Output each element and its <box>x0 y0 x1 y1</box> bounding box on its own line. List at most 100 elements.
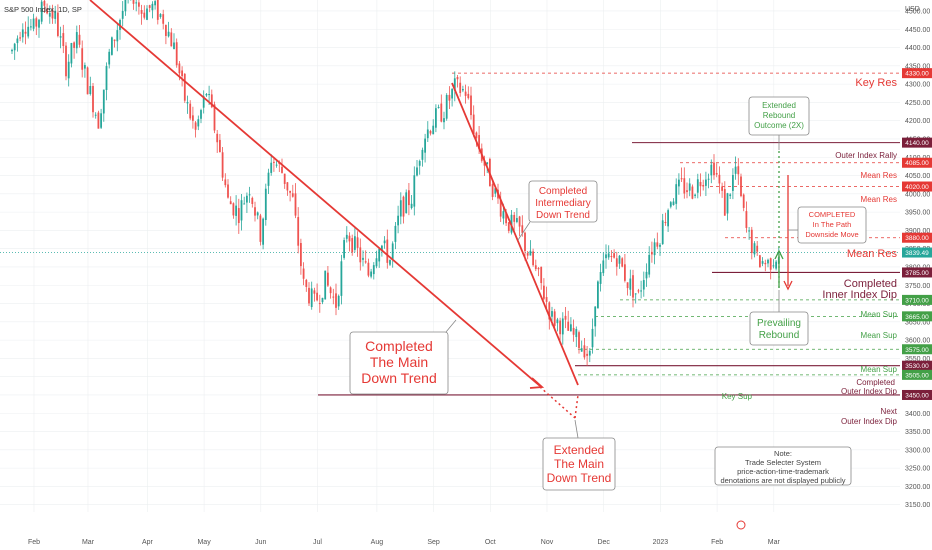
y-tick-label: 3650.00 <box>905 319 930 326</box>
candle-body <box>208 94 210 96</box>
candle-body <box>613 253 615 258</box>
completed-main-downtrend-box: Completed The Main Down Trend <box>349 319 457 395</box>
price-tag-label: 3530.00 <box>905 363 929 370</box>
candle-body <box>159 14 162 17</box>
candle-body <box>235 205 237 216</box>
candle-body <box>470 95 472 116</box>
candle-body <box>718 174 721 184</box>
candle-body <box>143 12 146 18</box>
candle-body <box>459 82 462 94</box>
candle-body <box>588 350 591 356</box>
y-tick-label: 4350.00 <box>905 63 930 70</box>
x-month-label: May <box>197 539 211 546</box>
candle-body <box>583 345 586 358</box>
candle-body <box>424 138 426 153</box>
candle-body <box>602 260 605 274</box>
label-mean-res-3880: Mean Res <box>847 248 898 260</box>
x-month-label: Jul <box>313 539 322 546</box>
candle-body <box>607 253 610 258</box>
candle-body <box>529 250 532 256</box>
price-tag-label: 4140.00 <box>905 140 929 147</box>
candle-body <box>548 302 551 320</box>
candle-body <box>70 43 73 64</box>
candle-body <box>102 89 105 114</box>
x-month-label: 2023 <box>653 539 669 546</box>
candle-body <box>462 88 464 91</box>
y-tick-label: 3150.00 <box>905 502 930 509</box>
label-mean-sup-3665: Mean Sup <box>861 331 898 340</box>
note-line4: denotations are not displayed publicly <box>720 476 845 485</box>
candle-body <box>580 348 583 352</box>
candle-body <box>408 190 410 206</box>
candle-body <box>443 118 445 123</box>
candle-body <box>297 217 300 246</box>
x-month-label: Mar <box>82 539 95 546</box>
candle-body <box>659 244 661 247</box>
candle-body <box>378 248 381 262</box>
candle-body <box>705 179 707 186</box>
candle-body <box>775 261 777 269</box>
completed-path-line1: COMPLETED <box>809 210 856 219</box>
candle-body <box>92 86 94 113</box>
candle-body <box>561 318 564 335</box>
candle-body <box>680 178 683 180</box>
candle-body <box>48 12 51 17</box>
note-line1: Note: <box>774 449 792 458</box>
candle-body <box>699 181 702 187</box>
candle-body <box>570 324 572 332</box>
candle-body <box>769 258 772 270</box>
candle-body <box>381 245 383 251</box>
prevailing-rebound-line2: Rebound <box>759 330 800 341</box>
candle-body <box>281 166 283 173</box>
event-marker-icon[interactable] <box>736 520 746 530</box>
candle-body <box>696 179 699 193</box>
candle-body <box>227 184 229 198</box>
candle-body <box>364 261 367 263</box>
candle-body <box>475 132 478 139</box>
candle-body <box>683 178 686 194</box>
candle-body <box>507 222 510 231</box>
candle-body <box>30 26 32 28</box>
main-downtrend-line <box>89 0 541 387</box>
price-tag <box>902 68 932 79</box>
candle-body <box>362 257 364 260</box>
candle-body <box>391 243 394 260</box>
y-tick-label: 3900.00 <box>905 228 930 235</box>
y-tick-label: 4250.00 <box>905 100 930 107</box>
price-tag <box>902 157 932 168</box>
candle-body <box>710 164 713 176</box>
y-tick-label: 4450.00 <box>905 27 930 34</box>
candle-body <box>418 161 421 166</box>
candle-body <box>89 85 92 94</box>
candle-body <box>545 297 548 302</box>
label-mean-sup-3575: Mean Sup <box>861 365 898 374</box>
price-tag-label: 3665.00 <box>905 314 929 321</box>
candle-body <box>192 115 194 121</box>
note-line2: Trade Selecter System <box>745 458 821 467</box>
completed-main-line1: Completed <box>365 338 433 354</box>
x-month-label: Oct <box>485 539 496 546</box>
price-tag <box>902 344 932 355</box>
price-tag <box>902 267 932 278</box>
candle-body <box>742 194 745 208</box>
candle-body <box>113 39 116 41</box>
candle-body <box>194 122 197 130</box>
candle-body <box>183 73 186 101</box>
candle-body <box>275 164 278 166</box>
candle-body <box>370 271 372 277</box>
candle-body <box>148 5 151 8</box>
candle-body <box>302 268 305 279</box>
candle-body <box>189 103 192 119</box>
candle-body <box>675 184 678 204</box>
note-box: Note: Trade Selecter System price-action… <box>714 446 852 486</box>
candle-body <box>105 66 108 90</box>
label-next-1: Next <box>881 407 898 416</box>
candle-body <box>270 162 273 173</box>
candle-body <box>715 173 718 175</box>
candle-body <box>205 93 208 96</box>
candle-body <box>327 272 329 286</box>
candle-body <box>221 152 224 178</box>
candle-body <box>432 125 435 135</box>
price-tag-label: 3785.00 <box>905 270 929 277</box>
